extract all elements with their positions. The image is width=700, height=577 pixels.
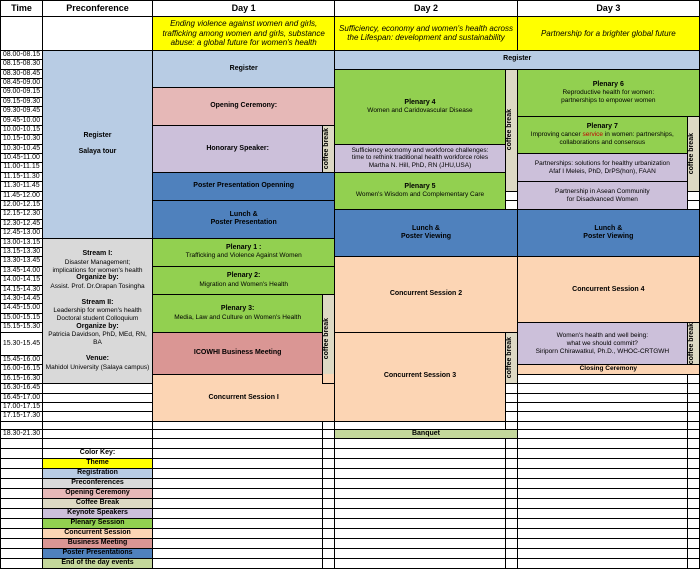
- colorkey-row: Concurrent Session: [1, 529, 700, 539]
- colorkey-row: Color Key:: [1, 449, 700, 459]
- colorkey-row: Coffee Break: [1, 499, 700, 509]
- row-0: 08.00-08.15RegisterSalaya tourRegisterRe…: [1, 50, 700, 59]
- header-row: Time Preconference Day 1 Day 2 Day 3: [1, 1, 700, 17]
- colorkey-row: Business Meeting: [1, 539, 700, 549]
- colorkey-row: Preconferences: [1, 479, 700, 489]
- colorkey-row: Registration: [1, 469, 700, 479]
- colorkey-row: End of the day events: [1, 559, 700, 569]
- colorkey-row: Keynote Speakers: [1, 509, 700, 519]
- theme-d3: Partnership for a brighter global future: [517, 17, 699, 51]
- preconf-register: Register: [43, 132, 152, 140]
- row-39: 18.30-21.30Banquet: [1, 429, 700, 438]
- hdr-preconf: Preconference: [43, 1, 153, 17]
- theme-d2: Sufficiency, economy and women's health …: [335, 17, 517, 51]
- colorkey-row: Poster Presentations: [1, 549, 700, 559]
- theme-row: Ending violence against women and girls,…: [1, 17, 700, 51]
- schedule-table: Time Preconference Day 1 Day 2 Day 3 End…: [0, 0, 700, 569]
- theme-d1: Ending violence against women and girls,…: [153, 17, 335, 51]
- hdr-time: Time: [1, 1, 43, 17]
- hdr-d1: Day 1: [153, 1, 335, 17]
- hdr-d2: Day 2: [335, 1, 517, 17]
- colorkey-row: Theme: [1, 459, 700, 469]
- hdr-d3: Day 3: [517, 1, 699, 17]
- row-38: [1, 421, 700, 429]
- colorkey-row: Plenary Session: [1, 519, 700, 529]
- colorkey-row: Opening Ceremony: [1, 489, 700, 499]
